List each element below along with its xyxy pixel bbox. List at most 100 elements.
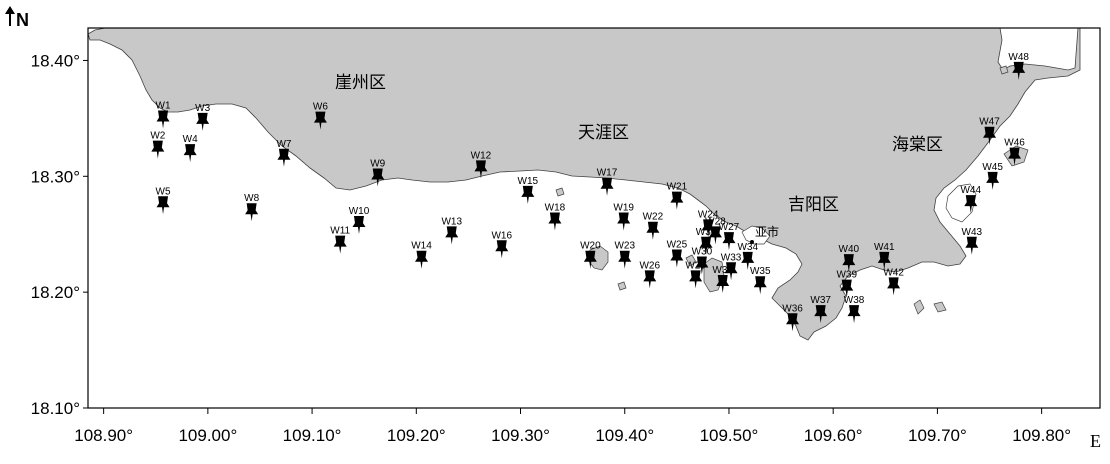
station-marker-w19[interactable]: W19 (613, 202, 634, 231)
station-label: W24 (698, 209, 719, 220)
station-marker-w39[interactable]: W39 (836, 270, 857, 298)
station-label: W16 (491, 230, 512, 241)
station-marker-w47[interactable]: W47 (979, 117, 1000, 145)
pushpin-icon (646, 221, 660, 240)
station-marker-w9[interactable]: W9 (370, 158, 386, 187)
station-label: W14 (411, 241, 432, 252)
x-tick-label: 109.20° (387, 426, 446, 445)
station-label: W29 (685, 260, 706, 271)
city-marker: 亚市 (750, 224, 779, 244)
pushpin-icon (847, 305, 861, 324)
pushpin-icon (600, 177, 614, 196)
station-marker-w14[interactable]: W14 (411, 241, 432, 269)
pushpin-icon (156, 110, 170, 129)
station-marker-w5[interactable]: W5 (156, 186, 171, 215)
station-marker-w3[interactable]: W3 (195, 103, 211, 131)
pushpin-icon (445, 226, 459, 245)
pushpin-icon (722, 232, 736, 251)
station-label: W26 (639, 260, 660, 271)
station-label: W41 (874, 242, 895, 253)
station-marker-w27[interactable]: W27 (719, 222, 740, 251)
station-marker-w40[interactable]: W40 (839, 244, 860, 273)
pushpin-icon (670, 249, 684, 268)
station-marker-w15[interactable]: W15 (518, 176, 539, 204)
station-marker-w8[interactable]: W8 (244, 193, 260, 222)
station-marker-w26[interactable]: W26 (639, 260, 660, 289)
station-marker-w22[interactable]: W22 (643, 212, 664, 240)
pushpin-icon (887, 277, 901, 296)
station-label: W35 (750, 266, 771, 277)
station-marker-w6[interactable]: W6 (313, 102, 328, 130)
station-marker-w21[interactable]: W21 (667, 182, 688, 210)
station-marker-w18[interactable]: W18 (545, 202, 566, 231)
station-markers: W1 W2 W3 W4 W5 W6 W7 W8 W9 W10 W11 W12 W13 W14 W15 W16 W… (150, 52, 1029, 332)
station-marker-w31[interactable]: W31 (696, 227, 717, 255)
station-marker-w32[interactable]: W32 (712, 265, 733, 294)
station-label: W39 (836, 270, 857, 281)
pushpin-icon (786, 313, 800, 332)
station-marker-w2[interactable]: W2 (150, 131, 166, 159)
station-marker-w20[interactable]: W20 (580, 241, 601, 269)
station-marker-w1[interactable]: W1 (156, 101, 171, 129)
station-marker-w38[interactable]: W38 (844, 295, 865, 324)
station-marker-w12[interactable]: W12 (471, 150, 492, 179)
bay (945, 183, 977, 223)
pushpin-icon (716, 275, 730, 294)
island (933, 301, 947, 313)
station-marker-w42[interactable]: W42 (883, 267, 904, 296)
pushpin-icon (521, 185, 535, 204)
station-marker-w28[interactable]: W28 (705, 216, 726, 245)
station-marker-w13[interactable]: W13 (441, 216, 462, 245)
station-label: W10 (349, 206, 370, 217)
station-label: W42 (883, 267, 904, 278)
station-marker-w23[interactable]: W23 (614, 241, 635, 269)
station-label: W5 (156, 186, 171, 197)
pushpin-icon (151, 140, 165, 159)
station-marker-w46[interactable]: W46 (1004, 138, 1025, 166)
station-label: W44 (960, 185, 981, 196)
station-marker-w33[interactable]: W33 (721, 252, 742, 281)
pushpin-icon (965, 236, 979, 255)
island (617, 281, 627, 291)
pushpin-icon (583, 250, 597, 269)
x-tick-label: 109.40° (595, 426, 654, 445)
station-marker-w7[interactable]: W7 (276, 139, 292, 167)
district-label-tianya: 天涯区 (578, 123, 629, 142)
station-label: W28 (705, 216, 726, 227)
bay (741, 225, 771, 245)
x-tick-label: 108.90° (74, 426, 133, 445)
x-tick-label: 109.50° (700, 426, 759, 445)
station-marker-w24[interactable]: W24 (698, 209, 719, 238)
station-marker-w37[interactable]: W37 (810, 295, 831, 324)
station-marker-w29[interactable]: W29 (685, 260, 706, 289)
station-marker-w30[interactable]: W30 (692, 247, 713, 275)
station-marker-w17[interactable]: W17 (597, 168, 618, 196)
station-marker-w11[interactable]: W11 (330, 226, 351, 254)
island (999, 65, 1009, 75)
station-label: W13 (441, 216, 462, 227)
station-label: W37 (810, 295, 831, 306)
station-marker-w43[interactable]: W43 (962, 227, 983, 255)
station-label: W8 (244, 193, 259, 204)
station-label: W43 (962, 227, 983, 238)
station-label: W21 (667, 182, 688, 193)
station-marker-w10[interactable]: W10 (349, 206, 370, 234)
pushpin-icon (371, 168, 385, 187)
pushpin-icon (313, 111, 327, 130)
station-marker-w41[interactable]: W41 (874, 242, 895, 270)
station-label: W45 (982, 162, 1003, 173)
station-marker-w25[interactable]: W25 (667, 240, 688, 268)
station-marker-w36[interactable]: W36 (782, 303, 803, 332)
pushpin-icon (352, 215, 366, 234)
station-marker-w34[interactable]: W34 (737, 242, 758, 270)
station-marker-w35[interactable]: W35 (750, 266, 771, 295)
station-marker-w16[interactable]: W16 (491, 230, 512, 259)
station-label: W20 (580, 241, 601, 252)
station-marker-w4[interactable]: W4 (183, 134, 198, 163)
station-marker-w45[interactable]: W45 (982, 162, 1003, 190)
station-marker-w44[interactable]: W44 (960, 185, 981, 214)
station-marker-w48[interactable]: W48 (1008, 52, 1029, 80)
station-label: W36 (782, 303, 803, 314)
pushpin-icon (986, 171, 1000, 190)
